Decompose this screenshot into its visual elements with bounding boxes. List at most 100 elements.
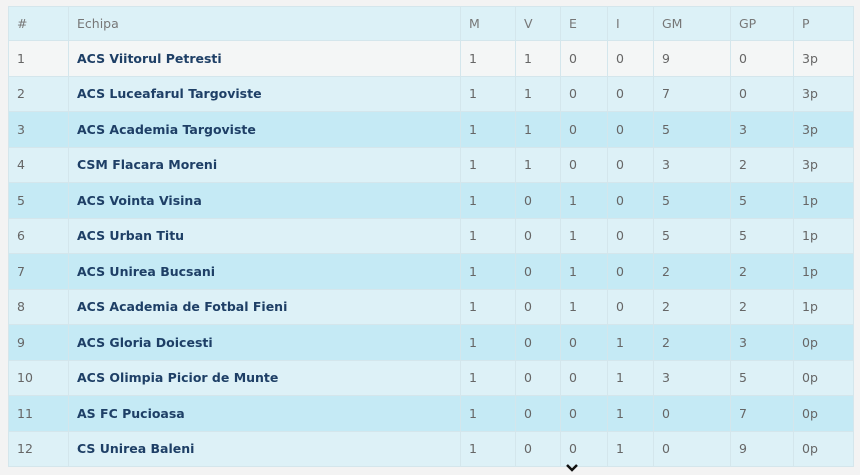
col-points-cell: 3p (793, 75, 854, 112)
col-rank-cell: 2 (8, 75, 69, 112)
col-points-cell: 3p (793, 111, 854, 148)
col-points-cell: 0p (793, 430, 854, 467)
table-row: 2 ACS Luceafarul Targoviste 1 1 0 0 7 0 3p (8, 75, 854, 112)
table-row: 6 ACS Urban Titu 1 0 1 0 5 5 1p (8, 217, 854, 254)
col-goals-for-cell: 9 (653, 40, 731, 77)
table-row: 8 ACS Academia de Fotbal Fieni 1 0 1 0 2 2 1p (8, 288, 854, 325)
col-team-cell[interactable]: ACS Academia de Fotbal Fieni (68, 288, 461, 325)
col-team-cell[interactable]: ACS Academia Targoviste (68, 111, 461, 148)
col-played-cell: 1 (460, 324, 516, 361)
col-team-cell[interactable]: AS FC Pucioasa (68, 395, 461, 432)
col-draws-cell: 0 (560, 75, 608, 112)
col-losses-cell: 1 (607, 395, 654, 432)
col-draws-cell: 0 (560, 359, 608, 396)
col-team-cell[interactable]: ACS Gloria Doicesti (68, 324, 461, 361)
header-col-losses[interactable]: I (607, 6, 654, 41)
col-draws-cell: 1 (560, 182, 608, 219)
col-team-cell[interactable]: CSM Flacara Moreni (68, 146, 461, 183)
col-losses-cell: 0 (607, 75, 654, 112)
col-goals-against-cell: 3 (730, 324, 794, 361)
col-losses-cell: 0 (607, 253, 654, 290)
header-col-rank[interactable]: # (8, 6, 69, 41)
col-wins-cell: 0 (515, 182, 561, 219)
header-col-team[interactable]: Echipa (68, 6, 461, 41)
col-draws-cell: 0 (560, 111, 608, 148)
col-rank-cell: 6 (8, 217, 69, 254)
col-rank-cell: 5 (8, 182, 69, 219)
col-goals-for-cell: 0 (653, 430, 731, 467)
col-wins-cell: 0 (515, 253, 561, 290)
col-rank-cell: 11 (8, 395, 69, 432)
col-team-cell[interactable]: CS Unirea Baleni (68, 430, 461, 467)
col-played-cell: 1 (460, 288, 516, 325)
col-played-cell: 1 (460, 217, 516, 254)
col-draws-cell: 1 (560, 288, 608, 325)
col-team-cell[interactable]: ACS Luceafarul Targoviste (68, 75, 461, 112)
col-losses-cell: 0 (607, 217, 654, 254)
chevron-down-icon[interactable] (564, 462, 580, 474)
col-wins-cell: 1 (515, 75, 561, 112)
col-team-cell[interactable]: ACS Unirea Bucsani (68, 253, 461, 290)
table-row: 10 ACS Olimpia Picior de Munte 1 0 0 1 3 5 0p (8, 359, 854, 396)
col-losses-cell: 0 (607, 288, 654, 325)
col-team-cell[interactable]: ACS Vointa Visina (68, 182, 461, 219)
col-wins-cell: 1 (515, 146, 561, 183)
header-col-goals-against[interactable]: GP (730, 6, 794, 41)
col-draws-cell: 0 (560, 146, 608, 183)
col-team-cell[interactable]: ACS Olimpia Picior de Munte (68, 359, 461, 396)
col-goals-against-cell: 0 (730, 75, 794, 112)
col-played-cell: 1 (460, 40, 516, 77)
col-rank-cell: 1 (8, 40, 69, 77)
col-wins-cell: 0 (515, 430, 561, 467)
col-losses-cell: 0 (607, 40, 654, 77)
col-draws-cell: 1 (560, 253, 608, 290)
header-col-wins[interactable]: V (515, 6, 561, 41)
col-played-cell: 1 (460, 359, 516, 396)
table-row: 9 ACS Gloria Doicesti 1 0 0 1 2 3 0p (8, 324, 854, 361)
col-rank-cell: 12 (8, 430, 69, 467)
col-goals-for-cell: 2 (653, 324, 731, 361)
header-col-points[interactable]: P (793, 6, 854, 41)
col-wins-cell: 0 (515, 395, 561, 432)
col-losses-cell: 1 (607, 359, 654, 396)
col-points-cell: 0p (793, 395, 854, 432)
col-played-cell: 1 (460, 430, 516, 467)
col-wins-cell: 0 (515, 288, 561, 325)
col-team-cell[interactable]: ACS Viitorul Petresti (68, 40, 461, 77)
col-draws-cell: 1 (560, 217, 608, 254)
col-goals-against-cell: 9 (730, 430, 794, 467)
col-goals-for-cell: 7 (653, 75, 731, 112)
col-rank-cell: 9 (8, 324, 69, 361)
col-played-cell: 1 (460, 395, 516, 432)
col-wins-cell: 1 (515, 40, 561, 77)
col-goals-for-cell: 3 (653, 146, 731, 183)
col-points-cell: 0p (793, 324, 854, 361)
table-row: 4 CSM Flacara Moreni 1 1 0 0 3 2 3p (8, 146, 854, 183)
col-points-cell: 3p (793, 40, 854, 77)
header-col-played[interactable]: M (460, 6, 516, 41)
col-played-cell: 1 (460, 146, 516, 183)
col-played-cell: 1 (460, 111, 516, 148)
col-goals-for-cell: 5 (653, 217, 731, 254)
table-row: 7 ACS Unirea Bucsani 1 0 1 0 2 2 1p (8, 253, 854, 290)
col-draws-cell: 0 (560, 324, 608, 361)
col-goals-against-cell: 5 (730, 359, 794, 396)
col-goals-against-cell: 5 (730, 182, 794, 219)
col-points-cell: 1p (793, 182, 854, 219)
col-goals-for-cell: 5 (653, 111, 731, 148)
col-wins-cell: 1 (515, 111, 561, 148)
col-rank-cell: 3 (8, 111, 69, 148)
col-draws-cell: 0 (560, 430, 608, 467)
col-points-cell: 1p (793, 217, 854, 254)
col-goals-against-cell: 0 (730, 40, 794, 77)
col-draws-cell: 0 (560, 395, 608, 432)
col-played-cell: 1 (460, 182, 516, 219)
header-col-goals-for[interactable]: GM (653, 6, 731, 41)
col-goals-for-cell: 0 (653, 395, 731, 432)
col-points-cell: 1p (793, 253, 854, 290)
table-row: 12 CS Unirea Baleni 1 0 0 1 0 9 0p (8, 430, 854, 467)
col-losses-cell: 1 (607, 430, 654, 467)
header-col-draws[interactable]: E (560, 6, 608, 41)
col-team-cell[interactable]: ACS Urban Titu (68, 217, 461, 254)
table-row: 3 ACS Academia Targoviste 1 1 0 0 5 3 3p (8, 111, 854, 148)
